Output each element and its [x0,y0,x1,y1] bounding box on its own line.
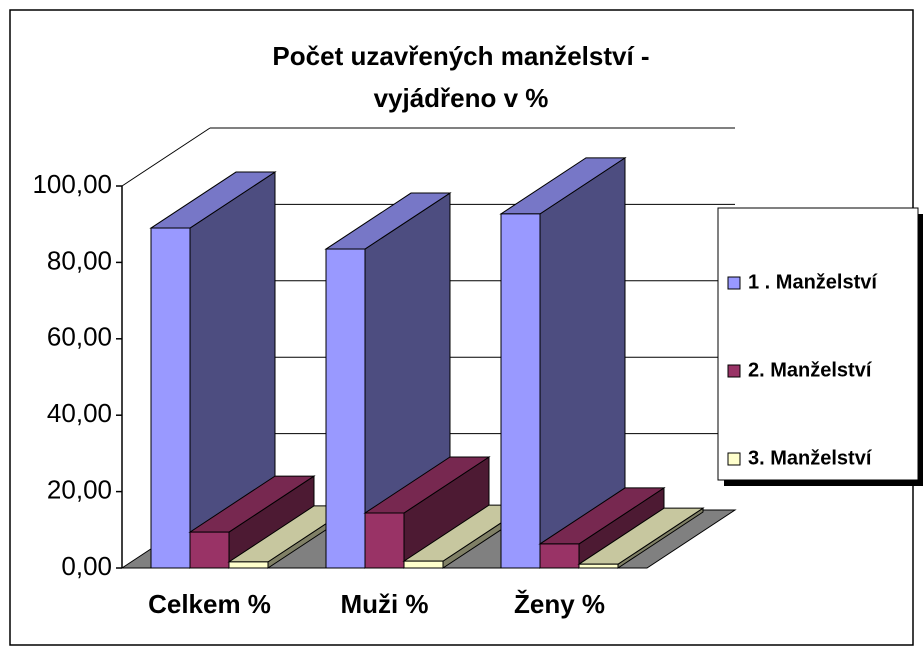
legend-swatch [727,452,741,466]
bar [149,171,277,569]
bar [499,156,627,569]
chart-title: vyjádřeno v % [374,83,549,113]
y-tick-label: 60,00 [47,322,112,352]
bar [363,456,491,569]
legend-swatch [727,364,741,378]
bar-front [150,227,191,569]
x-tick-label: Ženy % [514,589,605,619]
y-tick-label: 0,00 [61,551,112,581]
y-tick-label: 20,00 [47,474,112,504]
bar-front [325,248,366,569]
bar-front [539,543,580,569]
chart-title: Počet uzavřených manželství - [272,41,649,71]
bar [188,475,316,569]
bar-front [364,512,405,569]
bar [577,507,705,569]
grid-line [121,127,211,187]
x-tick-label: Celkem % [148,589,271,619]
bar-front [228,561,269,569]
bar-front [189,531,230,569]
legend-label: 3. Manželství [748,447,873,469]
bar-front [403,560,444,569]
plot: 0,00 20,00 40,00 60,00 80,00 100,00 Celkem % Mu… [32,127,737,619]
legend-swatch [727,276,741,290]
legend-items: 1 . Manželství 2. Manželství 3. Manželství [727,271,878,469]
y-tick-label: 100,00 [32,169,112,199]
legend-label: 1 . Manželství [748,271,878,293]
legend-label: 2. Manželství [748,359,873,381]
legend [717,207,919,481]
bar-front [500,213,541,569]
x-tick-label: Muži % [340,589,428,619]
y-tick-label: 40,00 [47,398,112,428]
bar-front [578,563,619,569]
y-tick-label: 80,00 [47,245,112,275]
bar [538,487,666,569]
